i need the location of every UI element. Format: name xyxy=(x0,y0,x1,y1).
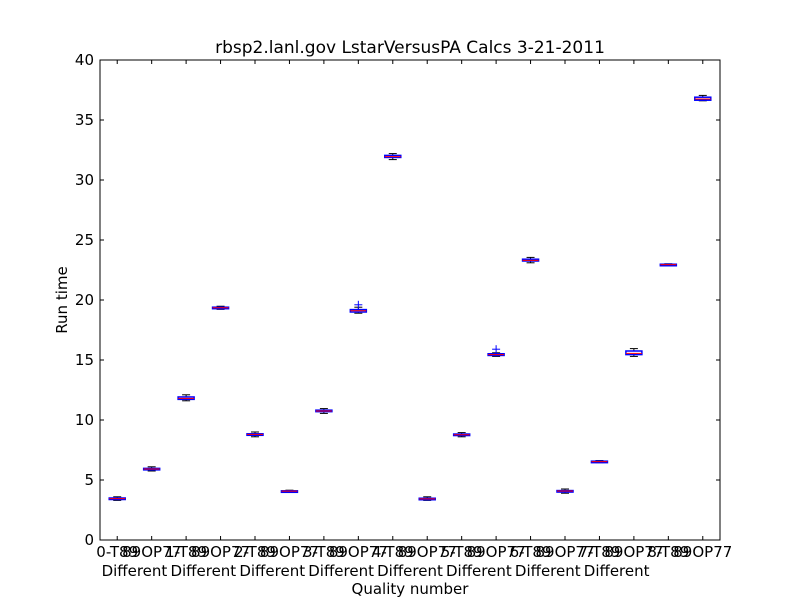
y-tick-label: 20 xyxy=(75,291,94,309)
x-tick-label: 6-T89 xyxy=(510,543,552,561)
x-group-label: Different xyxy=(170,562,236,580)
x-tick-label: 89OP77 xyxy=(191,543,250,561)
x-group-label: Different xyxy=(239,562,305,580)
x-tick-label: 2-T89 xyxy=(234,543,276,561)
x-tick-label: 89OP77 xyxy=(673,543,732,561)
x-group-label: Different xyxy=(308,562,374,580)
x-tick-label: 89OP77 xyxy=(535,543,594,561)
y-axis-label: Run time xyxy=(53,266,71,333)
y-tick-label: 30 xyxy=(75,171,94,189)
box xyxy=(625,350,643,356)
x-tick-label: 0-T89 xyxy=(96,543,138,561)
x-tick-label: 89OP77 xyxy=(604,543,663,561)
x-tick-label: 89OP77 xyxy=(329,543,388,561)
x-group-label: Different xyxy=(446,562,512,580)
x-tick-label: 1-T89 xyxy=(165,543,207,561)
y-tick-label: 40 xyxy=(75,51,94,69)
x-tick-label: 89OP77 xyxy=(398,543,457,561)
y-tick-label: 25 xyxy=(75,231,94,249)
x-tick-label: 3-T89 xyxy=(303,543,345,561)
x-group-label: Different xyxy=(515,562,581,580)
x-tick-label: 7-T89 xyxy=(579,543,621,561)
y-tick-label: 5 xyxy=(84,471,94,489)
plot-area: 05101520253035400-T8989OP771-T8989OP772-… xyxy=(75,51,732,580)
x-group-label: Different xyxy=(584,562,650,580)
x-group-label: Different xyxy=(102,562,168,580)
y-tick-label: 35 xyxy=(75,111,94,129)
x-tick-label: 89OP77 xyxy=(467,543,526,561)
x-group-label: Different xyxy=(377,562,443,580)
y-tick-label: 15 xyxy=(75,351,94,369)
x-tick-label: 4-T89 xyxy=(372,543,414,561)
x-tick-label: 8-T89 xyxy=(647,543,689,561)
y-tick-label: 10 xyxy=(75,411,94,429)
x-tick-label: 89OP77 xyxy=(260,543,319,561)
x-tick-label: 89OP77 xyxy=(122,543,181,561)
y-tick-label: 0 xyxy=(84,531,94,549)
x-tick-label: 5-T89 xyxy=(441,543,483,561)
chart-title: rbsp2.lanl.gov LstarVersusPA Calcs 3-21-… xyxy=(215,38,605,58)
plot-frame xyxy=(99,59,721,541)
x-axis-label: Quality number xyxy=(352,580,470,598)
